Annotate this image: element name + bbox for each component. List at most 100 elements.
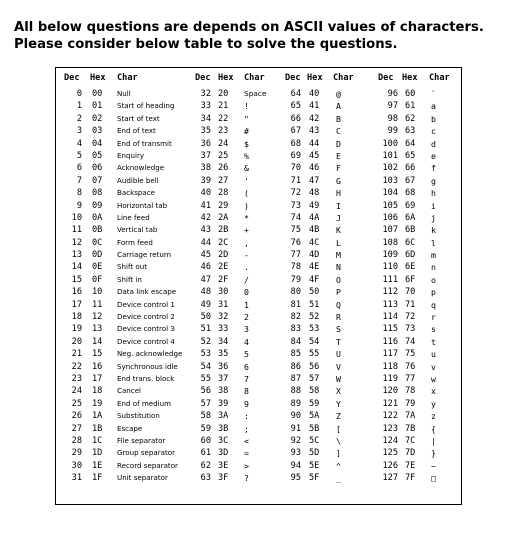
- hex-cell: 19: [92, 398, 103, 409]
- hex-cell: 01: [92, 101, 103, 112]
- dec-cell: 68: [290, 138, 301, 149]
- dec-cell: 5: [76, 150, 82, 161]
- char-cell: y: [431, 398, 436, 409]
- char-cell: M: [336, 250, 341, 261]
- dec-cell: 26: [71, 411, 82, 422]
- hex-cell: 4A: [309, 212, 320, 223]
- hex-cell: 71: [405, 299, 416, 310]
- hex-cell: 00: [92, 89, 103, 99]
- hex-cell: 34: [218, 336, 229, 347]
- hex-cell: 3F: [218, 473, 229, 484]
- char-cell: t: [431, 336, 436, 347]
- char-cell: End of text: [117, 126, 156, 136]
- hex-cell: 57: [309, 373, 320, 384]
- char-cell: Record separator: [117, 460, 178, 470]
- hex-cell: 59: [309, 398, 320, 409]
- hex-cell: 3D: [218, 448, 229, 459]
- hex-cell: 65: [405, 150, 416, 161]
- dec-cell: 7: [76, 175, 82, 186]
- char-cell: Audible bell: [117, 175, 159, 185]
- dec-cell: 61: [200, 448, 211, 459]
- hex-cell: 0E: [92, 262, 103, 273]
- dec-cell: 70: [290, 163, 301, 174]
- dec-header: Dec: [285, 73, 301, 83]
- dec-cell: 119: [382, 373, 398, 384]
- char-cell: $: [244, 138, 249, 149]
- char-cell: z: [431, 411, 436, 422]
- char-cell: 7: [244, 373, 249, 384]
- hex-cell: 13: [92, 324, 103, 335]
- dec-cell: 111: [382, 274, 398, 285]
- char-cell: Unit separator: [117, 473, 168, 483]
- hex-cell: 36: [218, 361, 229, 372]
- hex-cell: 70: [405, 287, 416, 298]
- char-cell: -: [244, 250, 249, 261]
- dec-cell: 113: [382, 299, 398, 310]
- dec-cell: 99: [387, 126, 398, 137]
- hex-cell: 32: [218, 312, 229, 323]
- char-cell: A: [336, 101, 341, 112]
- table-header-row: Dec Hex Char: [283, 68, 373, 83]
- hex-cell: 72: [405, 312, 416, 323]
- hex-cell: 67: [405, 175, 416, 186]
- dec-cell: 118: [382, 361, 398, 372]
- char-cell: ): [244, 200, 249, 211]
- hex-cell: 74: [405, 336, 416, 347]
- table-header-row: Dec Hex Char: [56, 68, 192, 83]
- dec-cell: 107: [382, 225, 398, 236]
- hex-cell: 6B: [405, 225, 416, 236]
- dec-cell: 33: [200, 101, 211, 112]
- char-cell: Space: [244, 89, 267, 98]
- char-cell: }: [431, 448, 436, 459]
- hex-cell: 41: [309, 101, 320, 112]
- dec-cell: 48: [200, 287, 211, 298]
- dec-cell: 123: [382, 423, 398, 434]
- dec-cell: 109: [382, 250, 398, 261]
- hex-cell: 0D: [92, 250, 103, 261]
- char-cell: J: [336, 212, 341, 223]
- hex-cell: 03: [92, 126, 103, 137]
- dec-cell: 62: [200, 460, 211, 471]
- char-cell: /: [244, 274, 249, 285]
- dec-cell: 77: [290, 250, 301, 261]
- char-cell: Cancel: [117, 386, 142, 396]
- hex-cell: 4E: [309, 262, 320, 273]
- dec-cell: 121: [382, 398, 398, 409]
- dec-header: Dec: [378, 73, 394, 83]
- dec-cell: 90: [290, 411, 301, 422]
- char-cell: u: [431, 349, 436, 360]
- char-cell: {: [431, 423, 436, 434]
- dec-cell: 40: [200, 188, 211, 199]
- hex-cell: 4B: [309, 225, 320, 236]
- hex-cell: 56: [309, 361, 320, 372]
- dec-cell: 17: [71, 299, 82, 310]
- dec-cell: 106: [382, 212, 398, 223]
- dec-cell: 39: [200, 175, 211, 186]
- hex-cell: 58: [309, 386, 320, 397]
- char-cell: ^: [336, 460, 341, 471]
- hex-cell: 43: [309, 126, 320, 137]
- dec-cell: 55: [200, 373, 211, 384]
- hex-cell: 4F: [309, 274, 320, 285]
- dec-cell: 126: [382, 460, 398, 471]
- char-header: Char: [429, 73, 450, 83]
- char-cell: Device control 1: [117, 299, 175, 309]
- char-cell: B: [336, 113, 341, 124]
- dec-cell: 9: [76, 200, 82, 211]
- char-cell: i: [431, 200, 436, 211]
- dec-cell: 11: [71, 225, 82, 236]
- dec-cell: 25: [71, 398, 82, 409]
- char-cell: |: [431, 435, 436, 446]
- char-cell: Device control 3: [117, 324, 175, 334]
- char-cell: .: [244, 262, 249, 273]
- dec-cell: 96: [387, 89, 398, 99]
- char-cell: ]: [336, 448, 341, 459]
- hex-cell: 7C: [405, 435, 416, 446]
- dec-cell: 114: [382, 312, 398, 323]
- dec-cell: 45: [200, 250, 211, 261]
- char-cell: Line feed: [117, 212, 150, 222]
- dec-cell: 52: [200, 336, 211, 347]
- hex-cell: 51: [309, 299, 320, 310]
- dec-cell: 60: [200, 435, 211, 446]
- char-cell: E: [336, 150, 341, 161]
